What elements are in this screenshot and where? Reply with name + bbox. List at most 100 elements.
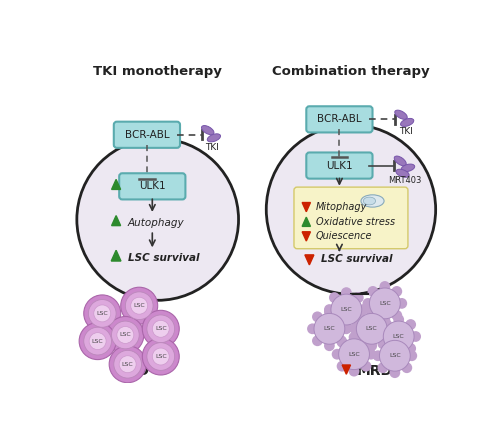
Ellipse shape [395, 110, 407, 119]
Text: BCR-ABL: BCR-ABL [317, 114, 362, 124]
Circle shape [350, 323, 360, 334]
Circle shape [329, 292, 340, 303]
FancyBboxPatch shape [306, 153, 372, 178]
Text: LSC: LSC [389, 353, 400, 358]
Circle shape [353, 316, 364, 327]
Circle shape [331, 294, 362, 325]
Text: LSC: LSC [393, 334, 404, 339]
Ellipse shape [396, 169, 409, 177]
Polygon shape [112, 215, 120, 226]
Circle shape [406, 350, 417, 361]
Circle shape [341, 323, 351, 334]
Text: LSC: LSC [155, 354, 166, 359]
Circle shape [354, 335, 365, 346]
Circle shape [376, 331, 387, 342]
FancyBboxPatch shape [114, 122, 180, 148]
Circle shape [402, 362, 412, 373]
Circle shape [392, 310, 402, 321]
Circle shape [77, 138, 238, 300]
Circle shape [366, 341, 377, 351]
Circle shape [390, 333, 400, 344]
Circle shape [152, 320, 169, 337]
Text: MRD: MRD [114, 364, 150, 378]
Circle shape [366, 307, 377, 317]
Circle shape [117, 326, 134, 344]
Ellipse shape [208, 134, 220, 142]
Ellipse shape [202, 126, 214, 135]
Text: Autophagy: Autophagy [128, 218, 184, 227]
Circle shape [120, 287, 158, 324]
Text: Quiescence: Quiescence [316, 231, 372, 241]
Circle shape [394, 314, 404, 325]
Text: LSC: LSC [366, 326, 378, 331]
Circle shape [324, 304, 335, 315]
Circle shape [89, 333, 106, 350]
Circle shape [406, 319, 416, 330]
Polygon shape [112, 250, 121, 261]
Circle shape [394, 348, 404, 359]
Circle shape [324, 307, 335, 317]
Circle shape [410, 331, 421, 342]
Circle shape [114, 350, 141, 378]
Circle shape [88, 300, 116, 327]
Text: LSC: LSC [120, 332, 131, 338]
Circle shape [336, 361, 347, 372]
Circle shape [378, 362, 388, 373]
Circle shape [307, 323, 318, 334]
Text: MRT403: MRT403 [388, 176, 422, 185]
Circle shape [266, 125, 436, 294]
Circle shape [368, 310, 378, 321]
Circle shape [341, 321, 351, 332]
Text: TKI: TKI [206, 143, 220, 152]
Circle shape [396, 298, 407, 309]
Ellipse shape [394, 156, 406, 166]
Circle shape [119, 356, 136, 373]
Circle shape [142, 338, 179, 375]
Circle shape [378, 311, 389, 322]
Text: LSC: LSC [134, 303, 145, 308]
Circle shape [142, 310, 179, 347]
Text: Mitophagy: Mitophagy [316, 202, 367, 212]
Circle shape [338, 339, 370, 370]
Polygon shape [302, 203, 310, 212]
Circle shape [84, 327, 112, 355]
Text: LSC: LSC [92, 338, 104, 344]
Circle shape [382, 319, 392, 330]
Circle shape [392, 286, 402, 297]
Circle shape [354, 311, 365, 322]
Circle shape [380, 341, 410, 371]
Circle shape [312, 311, 323, 322]
Circle shape [370, 288, 400, 319]
Circle shape [380, 315, 390, 326]
FancyBboxPatch shape [294, 187, 408, 249]
Circle shape [380, 281, 390, 292]
Ellipse shape [364, 197, 376, 205]
Text: TKI monotherapy: TKI monotherapy [94, 65, 222, 78]
Ellipse shape [361, 195, 384, 207]
Circle shape [312, 335, 323, 346]
Circle shape [384, 323, 394, 334]
Circle shape [336, 337, 347, 347]
Circle shape [109, 346, 146, 383]
Circle shape [372, 350, 384, 361]
Circle shape [348, 332, 360, 343]
Circle shape [147, 343, 174, 370]
Circle shape [152, 348, 169, 365]
Circle shape [360, 361, 372, 372]
Circle shape [358, 304, 368, 315]
Circle shape [329, 316, 340, 327]
Text: LSC: LSC [379, 301, 390, 306]
Circle shape [382, 343, 392, 354]
Text: LSC: LSC [340, 307, 352, 312]
Text: LSC survival: LSC survival [321, 255, 392, 264]
Text: LSC: LSC [122, 362, 134, 367]
Text: LSC survival: LSC survival [128, 253, 199, 263]
Circle shape [353, 292, 364, 303]
Text: Combination therapy: Combination therapy [272, 65, 430, 78]
Circle shape [79, 322, 116, 359]
Circle shape [402, 338, 412, 349]
Polygon shape [112, 179, 120, 190]
Text: ULK1: ULK1 [139, 181, 166, 191]
Circle shape [360, 337, 372, 347]
Text: LSC: LSC [348, 352, 360, 357]
